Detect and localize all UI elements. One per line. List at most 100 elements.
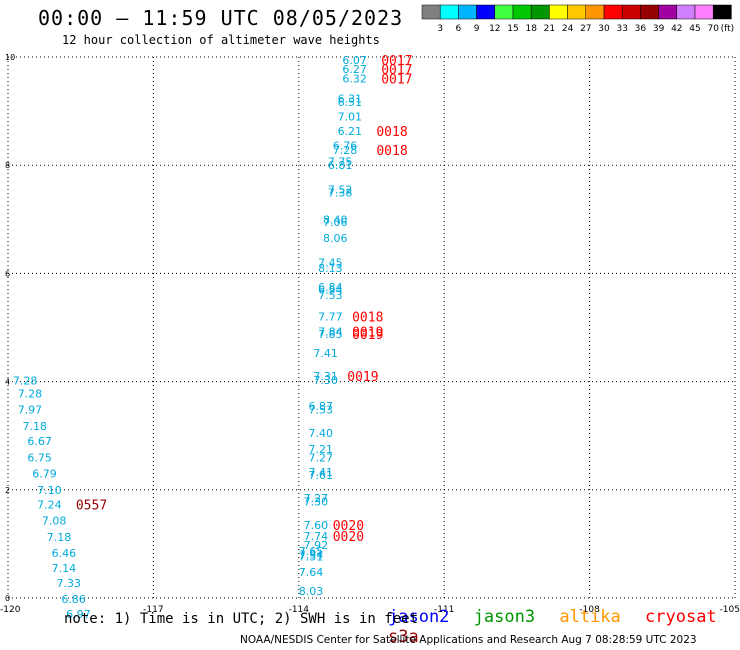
swh-value-label: 7.75 xyxy=(328,155,353,168)
swh-value-label: 7.77 xyxy=(318,311,343,324)
swh-value-label: 6.51 xyxy=(338,96,363,109)
scale-tick-label: 70 xyxy=(707,24,719,34)
swh-value-label: 6.46 xyxy=(52,547,76,560)
swh-value-label: 7.27 xyxy=(308,451,333,464)
swh-value-label: 7.60 xyxy=(304,519,329,532)
swh-value-label: 7.14 xyxy=(52,562,76,575)
swh-value-label: 7.33 xyxy=(56,577,81,590)
x-tick-label: -117 xyxy=(143,605,163,615)
x-tick-label: -105 xyxy=(720,605,740,615)
scale-tick-label: 24 xyxy=(562,24,574,34)
time-label: 0017 xyxy=(381,54,412,69)
legend-jason2: jason2 xyxy=(388,607,450,627)
swh-value-label: 8.03 xyxy=(299,585,324,598)
swh-value-label: 7.53 xyxy=(318,289,343,302)
swh-value-label: 6.21 xyxy=(338,125,363,138)
x-tick-label: -111 xyxy=(434,605,454,615)
swh-value-label: 7.27 xyxy=(304,492,329,505)
time-label: 0557 xyxy=(76,498,107,513)
swh-value-label: 7.94 xyxy=(299,549,324,562)
y-tick-label: 8 xyxy=(5,161,10,170)
swh-value-label: 6.76 xyxy=(333,140,358,153)
legend-s3a: s3a xyxy=(388,627,419,647)
scale-tick-label: 33 xyxy=(616,24,627,34)
y-tick-label: 10 xyxy=(5,53,15,62)
swh-value-label: 7.61 xyxy=(308,469,333,482)
footer-credit: NOAA/NESDIS Center for Satellite Applica… xyxy=(240,634,697,646)
swh-value-label: 7.18 xyxy=(23,420,48,433)
scale-swatch xyxy=(712,4,732,20)
color-scale-legend: 3 6 9 12 15 18 21 24 27 30 33 36 39 42 45 70 (ft) xyxy=(421,4,735,34)
swh-value-label: 8.06 xyxy=(323,232,348,245)
time-label: 0019 xyxy=(352,328,383,343)
y-tick-label: 0 xyxy=(5,594,10,603)
swh-value-label: 7.18 xyxy=(47,531,71,544)
time-label: 0020 xyxy=(333,519,364,534)
swh-value-label: 7.28 xyxy=(333,144,358,157)
swh-value-label: 7.85 xyxy=(318,328,343,341)
y-tick-label: 2 xyxy=(5,486,10,495)
swh-value-label: 6.75 xyxy=(27,451,51,464)
time-label: 0018 xyxy=(376,125,407,140)
swh-value-label: 7.40 xyxy=(308,427,333,440)
time-label: 0017 xyxy=(381,73,412,88)
swh-value-label: 6.81 xyxy=(328,159,353,172)
time-label: 0019 xyxy=(347,370,378,385)
scale-tick-label: 27 xyxy=(580,24,591,34)
swh-value-label: 7.28 xyxy=(18,388,43,401)
swh-value-label: 7.28 xyxy=(13,375,37,388)
swh-value-label: 7.74 xyxy=(304,530,329,543)
x-tick-label: -108 xyxy=(579,605,600,615)
scale-tick-label: 30 xyxy=(598,24,610,34)
time-label: 0017 xyxy=(381,63,412,78)
scale-tick-label: 3 xyxy=(437,24,443,34)
scale-tick-label: 21 xyxy=(544,24,555,34)
swh-value-label: 7.41 xyxy=(308,466,333,479)
scale-tick-label: 12 xyxy=(489,24,500,34)
scale-tick-label: 18 xyxy=(525,24,537,34)
scale-tick-label: 36 xyxy=(635,24,647,34)
scale-tick-label: 39 xyxy=(653,24,665,34)
x-tick-label: -114 xyxy=(289,605,310,615)
swh-value-label: 6.54 xyxy=(318,284,343,297)
y-tick-label: 6 xyxy=(5,269,10,278)
swh-value-label: 7.10 xyxy=(37,484,62,497)
swh-value-label: 7.41 xyxy=(313,347,338,360)
swh-value-label: 7.06 xyxy=(323,216,348,229)
x-tick-label: -120 xyxy=(0,605,21,615)
swh-value-label: 7.53 xyxy=(308,404,333,417)
swh-value-label: 7.31 xyxy=(313,370,338,383)
swh-value-label: 6.87 xyxy=(308,400,333,413)
scale-tick-label: 9 xyxy=(474,24,480,34)
swh-value-label: 6.27 xyxy=(342,63,367,76)
swh-value-label: 7.64 xyxy=(299,566,324,579)
swh-value-label: 7.21 xyxy=(308,443,333,456)
scale-tick-label: 45 xyxy=(689,24,700,34)
swh-value-label: 7.08 xyxy=(42,515,67,528)
swh-value-label: 7.92 xyxy=(304,539,329,552)
swh-value-label: 7.30 xyxy=(313,374,338,387)
swh-value-label: 8.40 xyxy=(323,213,348,226)
swh-value-label: 7.01 xyxy=(338,111,363,124)
swh-value-label: 6.31 xyxy=(338,93,363,106)
swh-value-label: 7.24 xyxy=(37,498,62,511)
scale-unit-label: (ft) xyxy=(721,24,735,34)
swh-value-label: 7.97 xyxy=(18,404,43,417)
chart-subtitle: 12 hour collection of altimeter wave hei… xyxy=(62,33,380,47)
chart-title: 00:00 – 11:59 UTC 08/05/2023 xyxy=(38,6,404,30)
satellite-legend: jason2 jason3 altika cryosat s3a xyxy=(388,607,740,647)
time-label: 0018 xyxy=(352,311,383,326)
swh-value-label: 6.07 xyxy=(342,54,367,67)
swh-value-label: 6.32 xyxy=(342,73,367,86)
legend-cryosat: cryosat xyxy=(645,607,717,627)
y-tick-label: 4 xyxy=(5,378,10,387)
swh-value-label: 8.13 xyxy=(318,262,343,275)
legend-jason3: jason3 xyxy=(473,607,536,627)
scale-tick-label: 42 xyxy=(671,24,682,34)
swh-value-label: 6.79 xyxy=(32,468,57,481)
swh-value-label: 6.86 xyxy=(61,593,86,606)
swh-value-label: 7.38 xyxy=(328,186,353,199)
swh-value-label: 6.84 xyxy=(318,281,343,294)
footer-note: note: 1) Time is in UTC; 2) SWH is in fe… xyxy=(64,611,419,627)
